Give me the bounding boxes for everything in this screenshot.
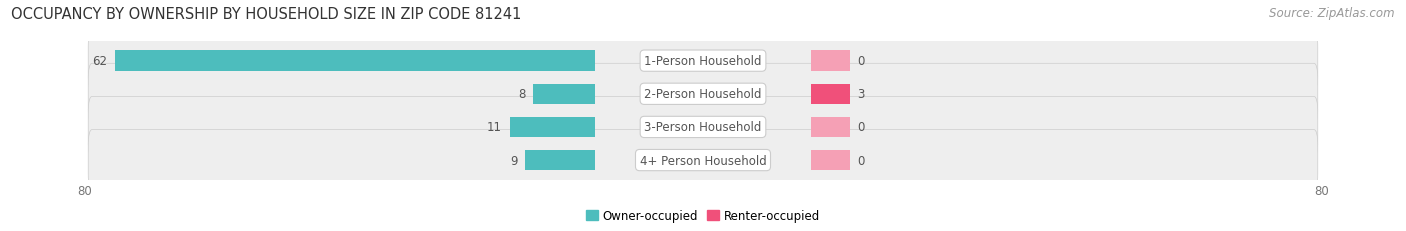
FancyBboxPatch shape	[89, 64, 1317, 125]
Legend: Owner-occupied, Renter-occupied: Owner-occupied, Renter-occupied	[581, 205, 825, 227]
Text: 1-Person Household: 1-Person Household	[644, 55, 762, 68]
Text: 9: 9	[510, 154, 517, 167]
Text: 4+ Person Household: 4+ Person Household	[640, 154, 766, 167]
Text: 8: 8	[517, 88, 526, 101]
Bar	[533, 84, 595, 105]
Text: 0: 0	[858, 121, 865, 134]
Text: 0: 0	[858, 55, 865, 68]
Bar	[811, 117, 849, 138]
FancyBboxPatch shape	[89, 31, 1317, 92]
FancyBboxPatch shape	[89, 97, 1317, 158]
Text: OCCUPANCY BY OWNERSHIP BY HOUSEHOLD SIZE IN ZIP CODE 81241: OCCUPANCY BY OWNERSHIP BY HOUSEHOLD SIZE…	[11, 7, 522, 22]
Text: Source: ZipAtlas.com: Source: ZipAtlas.com	[1270, 7, 1395, 20]
Bar	[811, 51, 849, 72]
Text: 2-Person Household: 2-Person Household	[644, 88, 762, 101]
Text: 62: 62	[93, 55, 107, 68]
Bar	[115, 51, 595, 72]
Text: 11: 11	[486, 121, 502, 134]
FancyBboxPatch shape	[89, 130, 1317, 191]
Bar	[526, 150, 595, 171]
Text: 3-Person Household: 3-Person Household	[644, 121, 762, 134]
Text: 0: 0	[858, 154, 865, 167]
Bar	[811, 84, 849, 105]
Bar	[509, 117, 595, 138]
Bar	[811, 150, 849, 171]
Text: 3: 3	[858, 88, 865, 101]
